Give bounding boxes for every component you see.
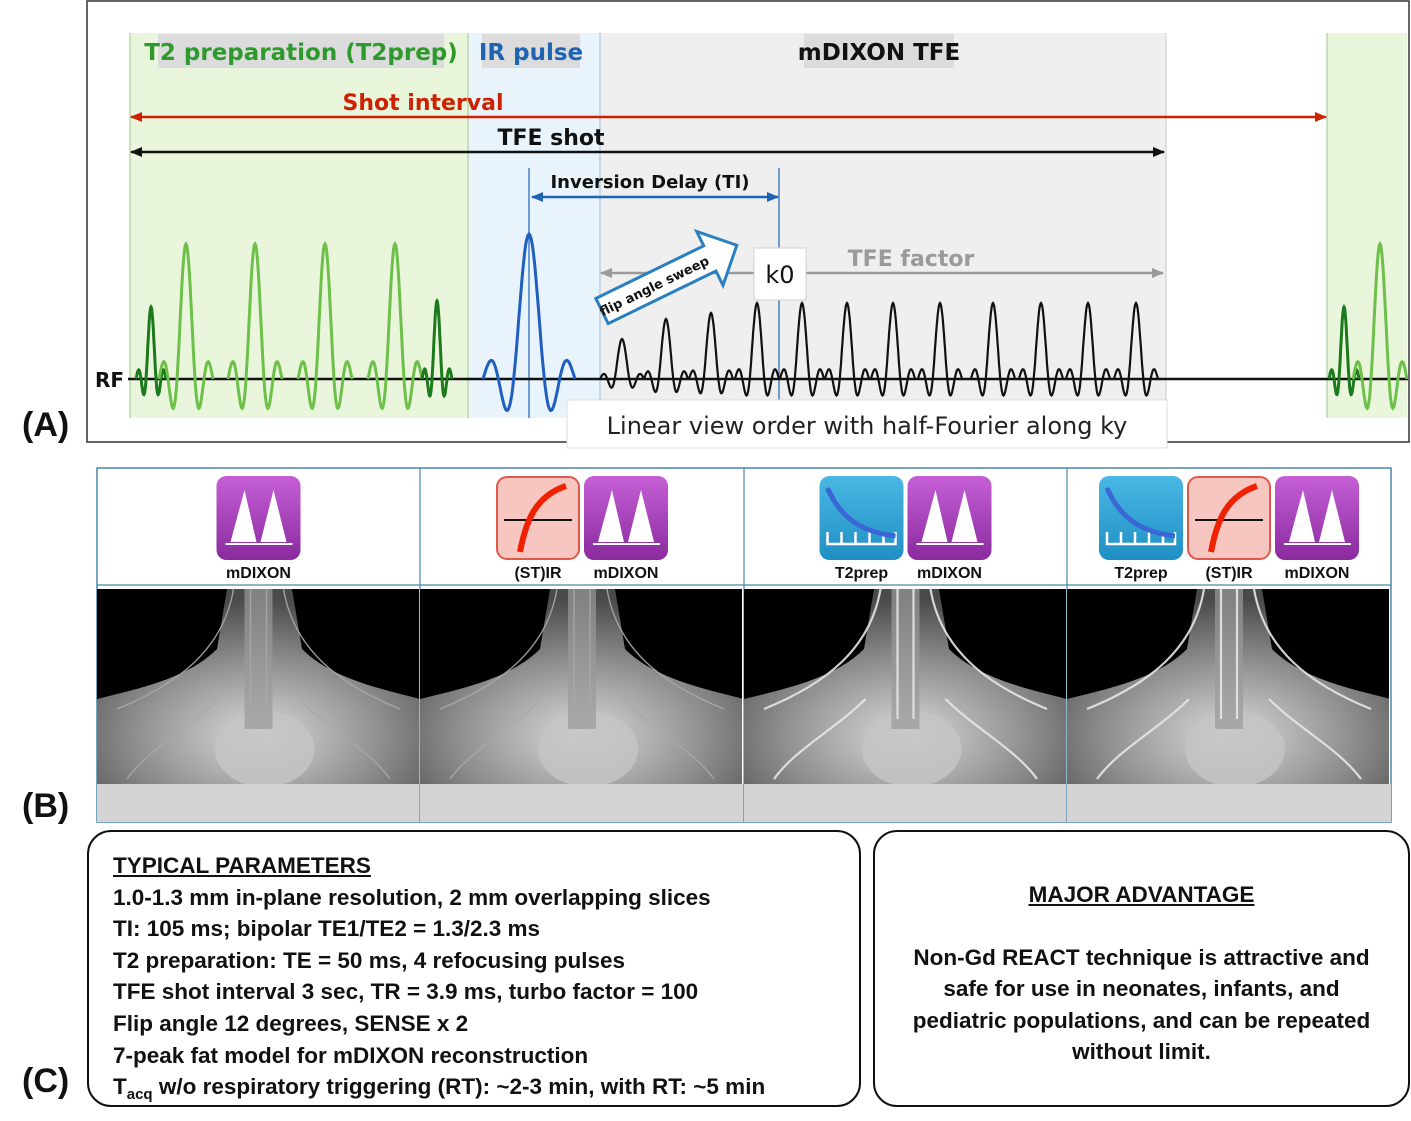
panel-label-c: (C) (22, 1062, 69, 1100)
rf-pulse-tfe-readout (969, 301, 1017, 397)
t2prep-header: T2 preparation (T2prep) (144, 40, 458, 66)
rf-pulse-t2prep-refocus (226, 241, 284, 411)
technique-label: T2prep (1114, 565, 1168, 582)
ir-region (468, 33, 600, 418)
panel-a-sequence-timing: T2 preparation (T2prep) IR pulse mDIXON … (86, 0, 1410, 449)
param-line-3: T2 preparation: TE = 50 ms, 4 refocusing… (113, 947, 626, 973)
mdixon-icon (906, 475, 993, 561)
rf-pulse-tfe-readout (916, 301, 964, 397)
tfe-header-bg (804, 34, 954, 68)
technique-column-4: T2prep (ST)IR mDIXON (1066, 468, 1391, 822)
panel-label-b: (B) (22, 787, 69, 825)
rf-pulse-tfe-readout (687, 311, 735, 395)
rf-pulse-tfe-readout (1017, 301, 1065, 397)
mdixon-icon (215, 475, 302, 561)
image-caption-strip (1067, 784, 1391, 822)
tfe-shot-label: TFE shot (497, 126, 605, 151)
tacq-subscript: acq (126, 1086, 153, 1104)
technique-column-1: mDIXON (97, 475, 420, 822)
k0-label: k0 (765, 261, 794, 289)
param-line-6: 7-peak fat model for mDIXON reconstructi… (113, 1042, 589, 1068)
param-line-2: TI: 105 ms; bipolar TE1/TE2 = 1.3/2.3 ms (113, 916, 541, 942)
rf-pulse-tfe-readout (869, 301, 917, 397)
technique-label: T2prep (835, 565, 889, 582)
rf-pulse-tfe-readout (1112, 301, 1160, 397)
mdixon-icon (583, 475, 669, 561)
shot-interval-label: Shot interval (342, 91, 503, 116)
param-line-5: Flip angle 12 degrees, SENSE x 2 (113, 1010, 469, 1036)
rf-pulse-tfe-readout (778, 301, 826, 397)
rf-pulse-tfe-readout (823, 301, 871, 397)
rf-label: RF (95, 368, 124, 392)
typical-parameters-box: TYPICAL PARAMETERS 1.0-1.3 mm in-plane r… (87, 830, 861, 1107)
tfe-region (600, 33, 1166, 418)
ir-header: IR pulse (479, 40, 583, 66)
rf-pulse-tfe-readout (642, 317, 690, 394)
t2prep-icon (820, 476, 904, 560)
technique-label: mDIXON (226, 565, 291, 582)
t2prep-header-bg (158, 34, 444, 68)
view-order-label: Linear view order with half-Fourier alon… (607, 412, 1128, 440)
typical-parameters-title: TYPICAL PARAMETERS (113, 853, 371, 878)
tacq-text: w/o respiratory triggering (RT): ~2-3 mi… (152, 1074, 766, 1100)
param-line-1: 1.0-1.3 mm in-plane resolution, 2 mm ove… (113, 884, 711, 910)
rf-pulse-t2prep-refocus (366, 241, 424, 411)
rf-pulse-next-t2prep-refocus (1351, 241, 1409, 411)
tfe-factor-label: TFE factor (848, 247, 975, 272)
technique-label: mDIXON (1285, 565, 1350, 582)
rf-pulse-tfe-readout (599, 337, 645, 389)
mip-angiogram-image (744, 589, 1067, 822)
major-advantage-title: MAJOR ADVANTAGE (1028, 882, 1255, 907)
tacq-symbol: T (113, 1074, 127, 1100)
technique-label: mDIXON (917, 565, 982, 582)
mdixon-icon (1274, 475, 1360, 561)
image-caption-strip (420, 784, 744, 822)
rf-pulse-train (134, 231, 1409, 413)
technique-label: (ST)IR (1205, 565, 1253, 582)
t2prep-region (130, 33, 468, 418)
rf-pulse-tfe-readout (733, 301, 781, 397)
rf-pulse-t2prep-refocus (296, 241, 354, 411)
t2prep-icon (1099, 476, 1183, 560)
panel-label-a: (A) (22, 406, 69, 444)
ir-header-bg (482, 34, 580, 68)
rf-pulse-inversion (481, 231, 577, 413)
rf-pulse-t2prep-start (134, 303, 168, 397)
rf-pulse-t2prep-end (420, 297, 454, 399)
mip-angiogram-image (97, 589, 420, 822)
image-caption-strip (744, 784, 1067, 822)
rf-pulse-t2prep-refocus (157, 241, 215, 411)
technique-column-3: T2prep mDIXON (743, 468, 1067, 822)
stir-icon (497, 477, 579, 559)
k0-box (753, 247, 807, 301)
image-caption-strip (97, 784, 420, 822)
technique-label: (ST)IR (514, 565, 562, 582)
param-line-4: TFE shot interval 3 sec, TR = 3.9 ms, tu… (113, 979, 699, 1005)
panel-b-technique-comparison: mDIXON (ST)IR mDIXON T2prep mDIXON T2prep (ST)… (96, 467, 1392, 823)
stir-icon (1188, 477, 1270, 559)
major-advantage-text: Non-Gd REACT technique is attractive and… (912, 944, 1371, 1065)
tfe-header: mDIXON TFE (798, 40, 960, 66)
technique-column-2: (ST)IR mDIXON (419, 468, 744, 822)
major-advantage-box: MAJOR ADVANTAGE Non-Gd REACT technique i… (873, 830, 1410, 1107)
view-order-box (566, 399, 1168, 449)
rf-pulse-tfe-readout (1064, 301, 1112, 397)
inversion-delay-label: Inversion Delay (TI) (550, 172, 749, 193)
mip-angiogram-image (420, 589, 744, 822)
mip-angiogram-image (1067, 589, 1391, 822)
technique-label: mDIXON (594, 565, 659, 582)
param-line-tacq: Tacq w/o respiratory triggering (RT): ~2… (113, 1071, 859, 1103)
